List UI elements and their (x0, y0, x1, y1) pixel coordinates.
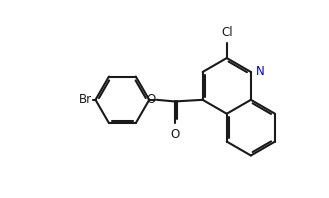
Text: N: N (255, 66, 264, 78)
Text: O: O (146, 93, 155, 106)
Text: O: O (170, 128, 179, 141)
Text: Br: Br (78, 93, 91, 106)
Text: Cl: Cl (221, 26, 233, 39)
